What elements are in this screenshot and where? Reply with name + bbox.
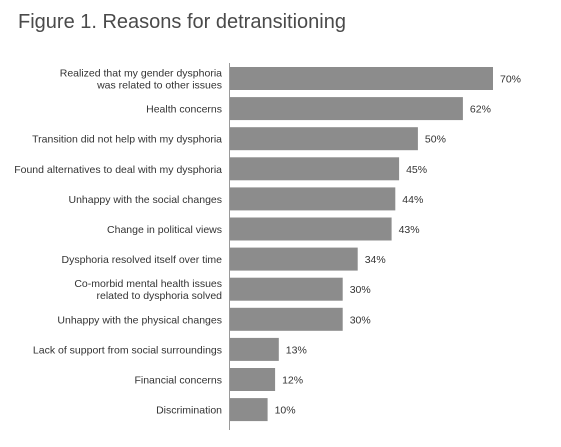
value-label-8: 30% [350,314,371,326]
category-label-7-line-1: related to dysphoria solved [97,290,223,302]
category-label-8: Unhappy with the physical changes [57,314,222,326]
bar-2 [230,127,418,151]
value-label-2: 50% [425,134,446,146]
value-label-5: 43% [399,224,420,236]
bar-4 [230,187,396,211]
category-label-1: Health concerns [146,104,222,116]
chart-title: Figure 1. Reasons for detransitioning [18,11,346,33]
category-label-4: Unhappy with the social changes [68,194,222,206]
value-label-11: 10% [275,405,296,417]
bar-1 [230,97,463,121]
bar-0 [230,67,493,90]
value-label-3: 45% [406,164,427,176]
category-label-10: Financial concerns [134,375,222,387]
category-label-0-line-0: Realized that my gender dysphoria [60,68,222,80]
category-label-2: Transition did not help with my dysphori… [32,134,222,146]
category-label-3: Found alternatives to deal with my dysph… [14,164,222,176]
bar-10 [230,368,276,391]
bar-6 [230,247,358,271]
category-label-5: Change in political views [107,224,222,236]
bar-8 [230,307,343,331]
value-label-6: 34% [365,254,386,266]
category-label-0-line-1: was related to other issues [96,80,222,92]
category-label-11: Discrimination [156,405,222,417]
category-label-9: Lack of support from social surroundings [33,344,222,356]
value-label-9: 13% [286,344,307,356]
bar-3 [230,157,400,181]
category-label-6: Dysphoria resolved itself over time [62,254,223,266]
category-label-7-line-0: Co-morbid mental health issues [74,278,222,290]
bar-7 [230,277,343,301]
value-label-7: 30% [350,284,371,296]
value-label-0: 70% [500,74,521,86]
value-label-4: 44% [402,194,423,206]
bar-11 [230,398,268,422]
value-label-1: 62% [470,104,491,116]
bar-5 [230,217,392,241]
bar-9 [230,337,279,361]
value-label-10: 12% [282,375,303,387]
